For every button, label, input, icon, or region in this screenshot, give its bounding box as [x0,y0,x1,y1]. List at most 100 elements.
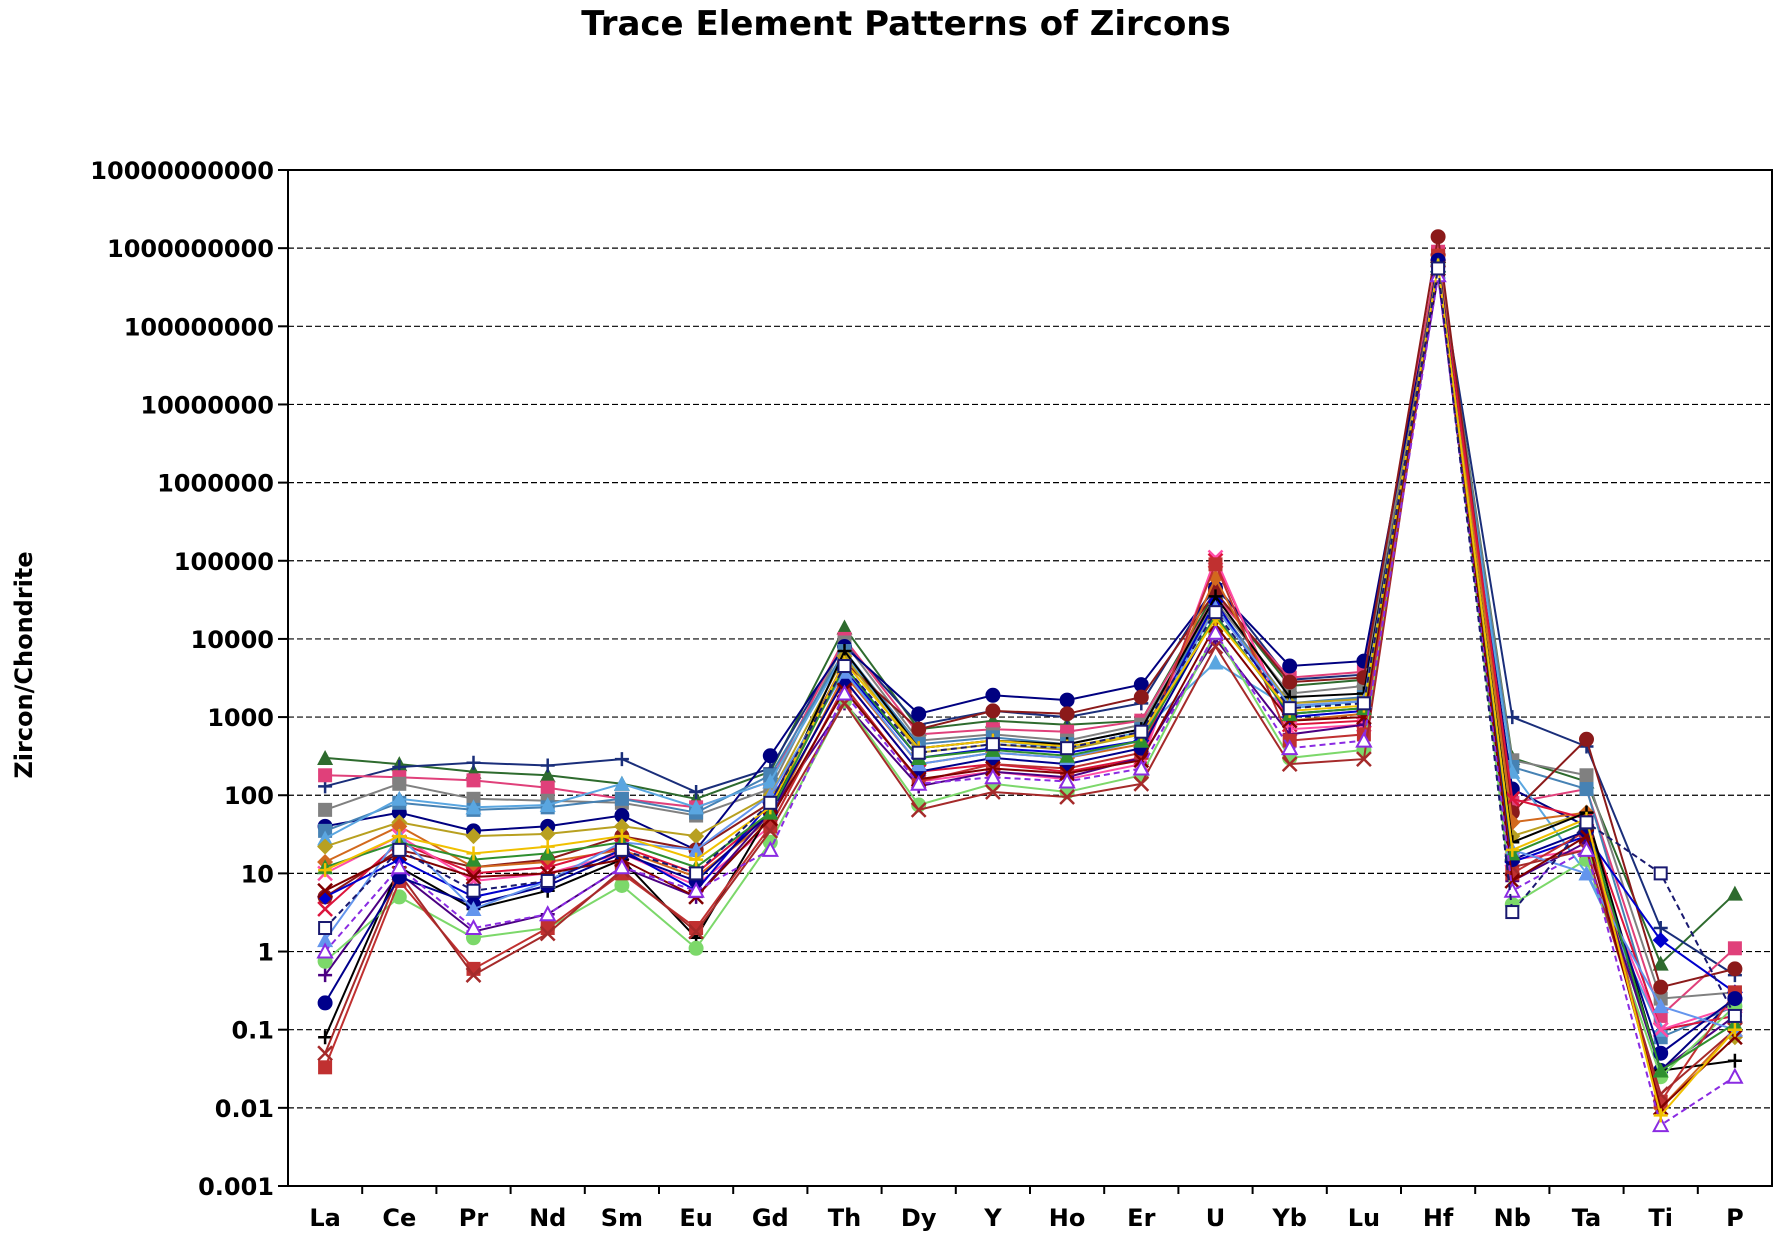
data-point [1282,674,1298,690]
data-point [464,918,483,936]
data-point [539,796,556,812]
data-point [1652,998,1669,1014]
data-point [910,774,928,791]
data-point [837,659,852,674]
series-7 [317,263,1743,1037]
data-point [465,901,482,917]
series-15 [318,264,1742,1078]
series-line [324,262,1736,1079]
data-point [318,921,333,936]
data-point [1727,1029,1743,1046]
data-point [317,995,333,1011]
y-tick-label: 10000 [191,626,275,654]
data-point [613,818,630,835]
data-point [689,921,704,936]
data-point [1652,1099,1669,1116]
series-20 [317,257,1743,1037]
data-point [1058,772,1076,789]
x-tick-label: Th [828,1204,861,1232]
data-point [540,780,555,795]
x-tick-label: La [309,1204,341,1232]
data-point [466,883,481,898]
series-line [324,262,1736,1039]
data-point [540,758,555,773]
grid-layer [288,169,1772,1109]
series-10 [317,247,1743,1116]
data-point [318,1060,333,1075]
data-point [1652,955,1669,971]
data-point [1579,815,1594,830]
data-point [317,882,333,899]
x-tick-label: Nb [1494,1204,1531,1232]
data-point [465,967,482,983]
data-point [540,873,555,888]
data-point [1652,932,1669,949]
y-tick-label: 1000000000 [107,235,274,263]
data-point [911,721,927,737]
data-point [911,706,927,722]
data-point [985,784,1001,800]
data-point [1431,261,1446,276]
y-tick-label: 100 [224,782,274,810]
data-point [1652,1062,1669,1078]
data-point [1653,1108,1668,1123]
x-tick-label: Gd [752,1204,789,1232]
x-tick-label: Ta [1572,1204,1601,1232]
data-point [614,829,629,844]
series-line [324,275,1736,1127]
data-point [762,773,779,789]
series-19 [317,252,1743,1061]
data-point [1726,1067,1744,1084]
series-25 [318,261,1742,1023]
data-point [1206,623,1225,640]
series-line [324,268,1736,1110]
data-point [1208,557,1223,572]
data-point [835,684,854,701]
data-point [688,940,704,956]
x-tick-label: Y [983,1204,1002,1232]
data-point [688,828,705,845]
series-5 [317,257,1743,1079]
series-line [324,265,1736,1031]
series-layer [316,229,1744,1133]
data-point [1060,741,1075,756]
data-point [1727,941,1742,956]
data-point [539,767,556,783]
series-22 [317,257,1743,1078]
data-point [318,1030,333,1045]
series-18 [317,252,1743,1102]
data-point [1577,840,1596,857]
data-point [911,745,926,760]
x-tick-label: P [1726,1204,1744,1232]
series-6 [318,255,1742,1045]
series-9 [317,252,1743,1116]
data-point [836,619,853,635]
series-line [324,260,1736,1110]
data-point [1355,731,1373,748]
data-point [985,737,1000,752]
series-line [324,268,1736,1017]
data-point [762,822,779,839]
x-tick-label: Hf [1423,1204,1454,1232]
data-point [390,858,408,875]
data-point [1281,739,1299,756]
data-point [762,748,778,764]
data-point [1059,789,1075,805]
data-point [614,842,629,857]
data-point [1727,1053,1742,1068]
data-point [1134,724,1149,739]
data-point [613,775,630,791]
series-line [324,265,1736,1073]
y-tick-label: 1000000 [157,470,274,498]
data-point [1133,689,1149,705]
data-point [466,755,481,770]
x-tick-label: Sm [601,1204,643,1232]
data-point [1727,1022,1742,1037]
data-point [465,799,482,815]
y-tick-label: 0.01 [215,1095,274,1123]
data-point [689,784,704,799]
x-tick-label: Ti [1648,1204,1673,1232]
x-tick-label: U [1206,1204,1226,1232]
data-point [1726,885,1743,901]
